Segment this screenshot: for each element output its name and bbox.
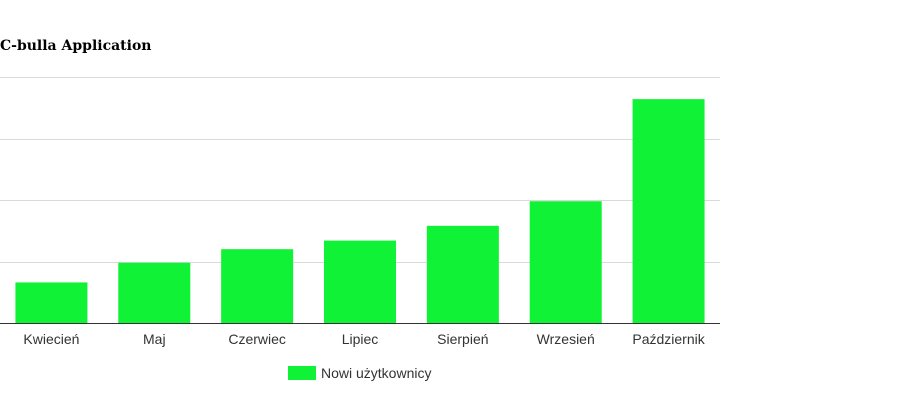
bar[interactable] — [426, 225, 499, 323]
legend[interactable]: Nowi użytkownicy — [288, 365, 431, 381]
bars — [15, 99, 705, 323]
bar[interactable] — [632, 99, 705, 323]
legend-swatch — [288, 366, 316, 380]
bar[interactable] — [118, 262, 191, 323]
x-tick-label: Maj — [143, 331, 166, 347]
bar[interactable] — [15, 282, 88, 323]
bar[interactable] — [221, 249, 294, 323]
x-tick-label: Lipiec — [342, 331, 379, 347]
legend-label: Nowi użytkownicy — [321, 365, 432, 381]
x-tick-label: Październik — [632, 331, 705, 347]
bar[interactable] — [324, 240, 396, 323]
x-tick-label: Wrzesień — [537, 331, 595, 347]
bar[interactable] — [529, 201, 602, 323]
x-tick-label: Czerwiec — [228, 331, 286, 347]
x-tick-label: Sierpień — [437, 331, 488, 347]
gridlines — [0, 77, 720, 263]
chart-title: C-bulla Application — [0, 38, 152, 54]
x-axis-tick-labels: Kwiecień Maj Czerwiec Lipiec Sierpień Wrzesie… — [23, 331, 705, 347]
x-tick-label: Kwiecień — [23, 331, 79, 347]
